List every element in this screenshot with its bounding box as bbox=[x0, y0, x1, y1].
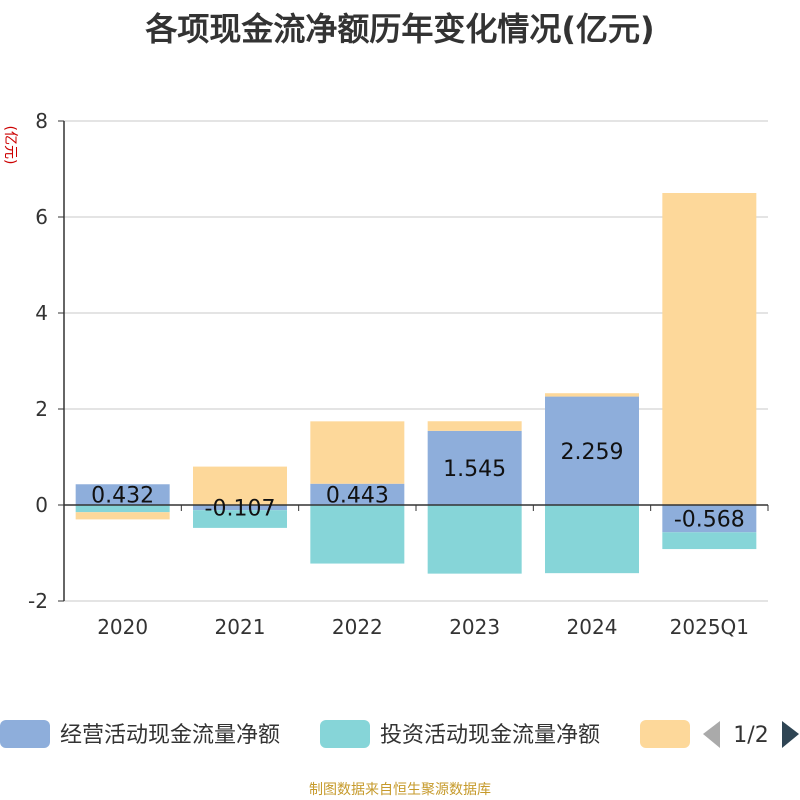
y-tick-label: 4 bbox=[35, 301, 48, 325]
bars bbox=[75, 193, 757, 574]
y-axis-title: (亿元) bbox=[2, 126, 18, 165]
legend-swatch-0 bbox=[0, 720, 50, 748]
x-tick-label: 2024 bbox=[567, 615, 618, 639]
legend-page-indicator: 1/2 bbox=[733, 723, 768, 748]
axes: -2 0 2 4 6 8 (亿元) 2020 2021 2022 2023 2024 2025Q1 bbox=[2, 109, 769, 639]
data-label: -0.107 bbox=[205, 497, 276, 522]
x-tick-label: 2025Q1 bbox=[670, 615, 749, 639]
data-label: 0.432 bbox=[91, 484, 154, 509]
bar-1-2020 bbox=[75, 505, 170, 513]
bar-0-2021 bbox=[193, 505, 287, 511]
bar-1-2023 bbox=[427, 505, 522, 574]
x-tick-label: 2023 bbox=[449, 615, 500, 639]
bar-2-2025Q1 bbox=[662, 193, 757, 505]
data-label: 2.259 bbox=[561, 440, 624, 465]
bar-1-2021 bbox=[193, 510, 287, 528]
source-note: 制图数据来自恒生聚源数据库 bbox=[309, 782, 491, 798]
y-tick-label: 2 bbox=[35, 397, 48, 421]
bar-0-2025Q1 bbox=[662, 505, 757, 533]
data-label: -0.568 bbox=[674, 508, 745, 533]
bar-0-2022 bbox=[310, 483, 405, 505]
y-tick-label: 8 bbox=[35, 109, 48, 133]
data-label: 1.545 bbox=[443, 457, 506, 482]
bar-2-2024 bbox=[545, 393, 639, 397]
x-tick-label: 2020 bbox=[97, 615, 148, 639]
legend-prev-icon[interactable] bbox=[703, 721, 720, 748]
y-tick-label: 0 bbox=[35, 493, 48, 517]
legend-label-0: 经营活动现金流量净额 bbox=[60, 723, 280, 748]
data-labels: 0.432 -0.107 0.443 1.545 2.259 -0.568 bbox=[91, 440, 745, 533]
bar-0-2020 bbox=[75, 484, 170, 505]
legend-swatch-2 bbox=[640, 720, 690, 748]
bar-2-2023 bbox=[427, 421, 522, 431]
y-tick-label: -2 bbox=[28, 589, 48, 613]
legend-swatch-1 bbox=[320, 720, 370, 748]
x-tick-label: 2022 bbox=[332, 615, 383, 639]
y-tick-label: 6 bbox=[35, 205, 48, 229]
grid bbox=[64, 120, 768, 602]
bar-1-2025Q1 bbox=[662, 532, 757, 550]
bar-2-2021 bbox=[193, 466, 287, 505]
chart-title: 各项现金流净额历年变化情况(亿元) bbox=[145, 10, 655, 48]
legend-next-icon[interactable] bbox=[782, 721, 799, 748]
bar-2-2020 bbox=[75, 512, 170, 520]
x-tick-label: 2021 bbox=[215, 615, 266, 639]
bar-2-2022 bbox=[310, 421, 405, 484]
bar-0-2024 bbox=[545, 396, 639, 505]
data-label: 0.443 bbox=[326, 483, 389, 508]
legend: 经营活动现金流量净额 投资活动现金流量净额 1/2 bbox=[0, 720, 799, 748]
legend-label-1: 投资活动现金流量净额 bbox=[380, 723, 600, 748]
bar-0-2023 bbox=[427, 430, 522, 505]
bar-1-2024 bbox=[545, 505, 639, 574]
bar-1-2022 bbox=[310, 505, 405, 564]
